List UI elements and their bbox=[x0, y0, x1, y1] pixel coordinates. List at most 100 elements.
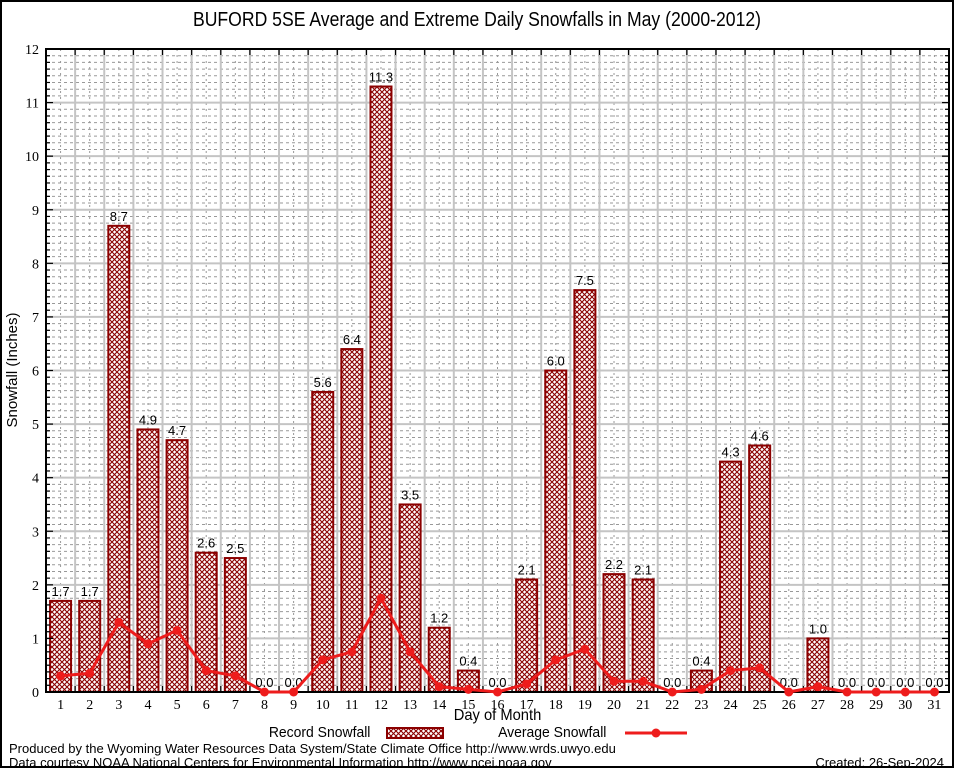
x-tick-label-13: 13 bbox=[403, 698, 417, 713]
average-point-day-3 bbox=[114, 617, 124, 627]
average-point-day-20 bbox=[609, 676, 619, 686]
x-tick-labels: 1 2 3 4 5 6 7 8 9 10 11 12 13 14 15 16 17 18 19 20 21 22 23 24 2… bbox=[57, 698, 941, 713]
bar-value-label-day-16: 0.0 bbox=[488, 675, 506, 690]
record-bar-day-17 bbox=[515, 578, 539, 693]
bar-value-label-day-8: 0.0 bbox=[255, 675, 273, 690]
y-tick-label-7: 7 bbox=[32, 311, 39, 326]
bar-value-label-day-19: 7.5 bbox=[576, 273, 594, 288]
x-tick-label-3: 3 bbox=[115, 698, 122, 713]
record-bar-day-25 bbox=[748, 444, 772, 693]
x-tick-label-30: 30 bbox=[898, 698, 912, 713]
y-axis-title: Snowfall (Inches) bbox=[4, 312, 21, 427]
average-point-day-10 bbox=[318, 655, 328, 665]
record-bar-day-4 bbox=[136, 428, 160, 693]
major-gridlines bbox=[46, 49, 949, 692]
record-bar-day-10 bbox=[311, 390, 335, 693]
average-point-day-25 bbox=[755, 663, 765, 673]
y-tick-label-8: 8 bbox=[32, 257, 39, 272]
bar-value-labels: 1.7 1.7 8.7 4.9 4.7 2.6 2.5 0.0 0.0 5.6 6.4 11.3 3.5… bbox=[52, 70, 944, 690]
legend-record-label: Record Snowfall bbox=[268, 724, 371, 741]
record-bar-day-24 bbox=[719, 460, 743, 694]
x-tick-label-23: 23 bbox=[694, 698, 708, 713]
bar-value-label-day-10: 5.6 bbox=[314, 375, 332, 390]
bar-value-label-day-11: 6.4 bbox=[343, 332, 361, 347]
bar-value-label-day-24: 4.3 bbox=[721, 445, 739, 460]
x-tick-label-17: 17 bbox=[520, 698, 534, 713]
average-point-day-21 bbox=[638, 676, 648, 686]
average-point-day-6 bbox=[201, 666, 211, 676]
x-tick-label-8: 8 bbox=[261, 698, 268, 713]
average-point-day-24 bbox=[726, 666, 736, 676]
y-tick-label-4: 4 bbox=[32, 472, 39, 487]
record-bar-day-21 bbox=[631, 578, 655, 693]
average-point-day-27 bbox=[813, 682, 823, 692]
average-point-day-4 bbox=[143, 639, 153, 649]
record-snowfall-bars bbox=[49, 85, 830, 694]
average-point-day-13 bbox=[405, 647, 415, 657]
bar-value-label-day-22: 0.0 bbox=[663, 675, 681, 690]
y-tick-label-11: 11 bbox=[26, 97, 39, 112]
average-point-day-14 bbox=[434, 682, 444, 692]
average-point-day-9 bbox=[289, 687, 299, 697]
average-point-day-8 bbox=[259, 687, 269, 697]
legend-average-label: Average Snowfall bbox=[498, 724, 607, 741]
average-point-day-16 bbox=[493, 687, 502, 697]
x-tick-label-25: 25 bbox=[753, 698, 767, 713]
average-point-markers bbox=[56, 593, 939, 697]
average-point-day-26 bbox=[784, 687, 794, 697]
x-tick-label-10: 10 bbox=[316, 698, 330, 713]
y-tick-label-6: 6 bbox=[32, 365, 39, 380]
bar-value-label-day-17: 2.1 bbox=[518, 562, 536, 577]
x-tick-label-18: 18 bbox=[549, 698, 563, 713]
axis-ticks bbox=[46, 48, 949, 693]
x-tick-label-12: 12 bbox=[374, 698, 388, 713]
average-point-day-23 bbox=[696, 684, 706, 694]
bar-value-label-day-28: 0.0 bbox=[838, 675, 856, 690]
x-tick-label-14: 14 bbox=[432, 698, 446, 713]
average-point-day-11 bbox=[347, 647, 357, 657]
bar-value-label-day-27: 1.0 bbox=[809, 621, 827, 636]
bar-value-label-day-12: 11.3 bbox=[369, 70, 393, 85]
x-tick-label-15: 15 bbox=[461, 698, 475, 713]
x-tick-label-2: 2 bbox=[86, 698, 93, 713]
x-tick-label-20: 20 bbox=[607, 698, 621, 713]
y-tick-label-3: 3 bbox=[32, 525, 39, 540]
bar-value-label-day-26: 0.0 bbox=[780, 675, 798, 690]
bar-value-label-day-31: 0.0 bbox=[925, 675, 943, 690]
x-tick-label-19: 19 bbox=[578, 698, 592, 713]
x-tick-label-29: 29 bbox=[869, 698, 883, 713]
average-point-day-15 bbox=[463, 684, 473, 694]
average-point-day-31 bbox=[929, 687, 939, 697]
x-tick-label-11: 11 bbox=[345, 698, 358, 713]
y-tick-label-5: 5 bbox=[32, 418, 39, 433]
bar-value-label-day-18: 6.0 bbox=[547, 354, 565, 369]
average-point-day-12 bbox=[376, 593, 386, 603]
footer-produced-by: Produced by the Wyoming Water Resources … bbox=[9, 741, 616, 756]
x-tick-label-31: 31 bbox=[927, 698, 941, 713]
chart-title: BUFORD 5SE Average and Extreme Daily Sno… bbox=[192, 9, 762, 31]
bar-value-label-day-4: 4.9 bbox=[139, 412, 157, 427]
y-tick-label-10: 10 bbox=[25, 150, 39, 165]
bar-value-label-day-1: 1.7 bbox=[52, 584, 70, 599]
y-tick-label-9: 9 bbox=[32, 204, 39, 219]
record-bar-day-19 bbox=[573, 289, 597, 693]
record-bar-day-5 bbox=[165, 439, 189, 693]
x-tick-label-24: 24 bbox=[724, 698, 738, 713]
bar-value-label-day-30: 0.0 bbox=[896, 675, 914, 690]
x-tick-label-21: 21 bbox=[636, 698, 650, 713]
bar-value-label-day-14: 1.2 bbox=[430, 611, 448, 626]
y-tick-label-1: 1 bbox=[32, 632, 39, 647]
bar-value-label-day-29: 0.0 bbox=[867, 675, 885, 690]
average-point-day-18 bbox=[551, 655, 561, 665]
y-tick-label-12: 12 bbox=[25, 43, 39, 58]
average-point-day-5 bbox=[172, 625, 182, 635]
bar-value-label-day-25: 4.6 bbox=[751, 429, 769, 444]
x-axis-title: Day of Month bbox=[453, 707, 542, 724]
x-tick-label-5: 5 bbox=[174, 698, 181, 713]
bar-value-label-day-7: 2.5 bbox=[226, 541, 244, 556]
created-date: Created: 26-Sep-2024 bbox=[815, 755, 944, 768]
bar-value-label-day-15: 0.4 bbox=[459, 654, 477, 669]
bar-value-label-day-23: 0.4 bbox=[692, 654, 710, 669]
legend: Record Snowfall Average Snowfall bbox=[2, 724, 952, 741]
